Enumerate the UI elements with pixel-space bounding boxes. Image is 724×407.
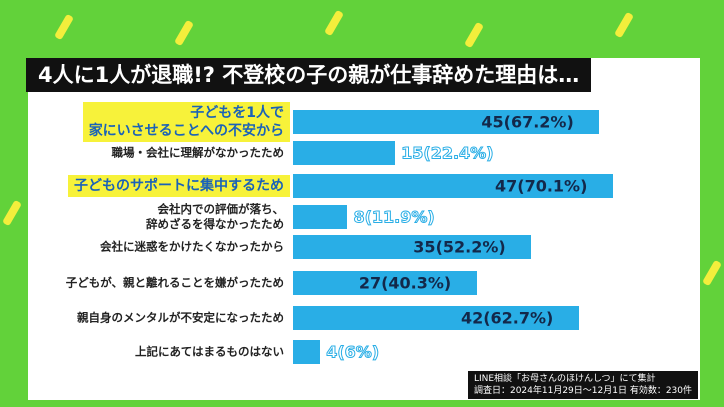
notes: LINE相談「お母さんのほけんしつ」にて集計 調査日：2024年11月29日〜1…: [467, 371, 698, 399]
decoration: [464, 21, 484, 49]
category-label: 親自身のメンタルが不安定になったため: [77, 310, 284, 325]
decoration: [614, 11, 634, 39]
value-label: 8(11.9%): [353, 207, 435, 227]
value-label: 35(52.2%): [413, 237, 506, 257]
bar: [293, 340, 321, 364]
chart-title: 4人に1人が退職!? 不登校の子の親が仕事辞めた理由は…: [26, 58, 592, 92]
bar: [293, 141, 396, 165]
note: 調査日：2024年11月29日〜12月1日 有効数：230件: [473, 386, 692, 396]
note: LINE相談「お母さんのほけんしつ」にて集計: [473, 374, 656, 384]
bar: [293, 174, 613, 198]
value-label: 45(67.2%): [481, 112, 574, 132]
decoration: [324, 9, 344, 37]
decoration: [2, 199, 22, 227]
bar: [293, 306, 579, 330]
decoration: [174, 19, 194, 47]
bar: [293, 235, 532, 259]
category-label: 子どもが、親と離れることを嫌がったため: [65, 275, 284, 290]
value-label: 4(6%): [326, 342, 380, 362]
category-label: 会社に迷惑をかけたくなかったから: [100, 239, 284, 254]
value-label: 27(40.3%): [358, 273, 452, 293]
value-label: 47(70.1%): [495, 176, 588, 196]
bar: [293, 205, 348, 229]
category-label: 上記にあてはまるものはない: [134, 344, 284, 359]
category-label: 会社内での評価が落ち、 辞めざるを得なかったため: [146, 202, 284, 231]
value-label: 15(22.4%): [401, 143, 494, 163]
category-label: 子どものサポートに集中するため: [68, 175, 290, 197]
category-label: 子どもを1人で 家にいさせることへの不安から: [82, 102, 290, 142]
bar: [293, 110, 600, 134]
decoration: [702, 259, 722, 287]
bar: [293, 271, 477, 295]
value-label: 42(62.7%): [460, 308, 554, 328]
decoration: [54, 13, 74, 41]
category-label: 職場・会社に理解がなかったため: [111, 145, 285, 160]
